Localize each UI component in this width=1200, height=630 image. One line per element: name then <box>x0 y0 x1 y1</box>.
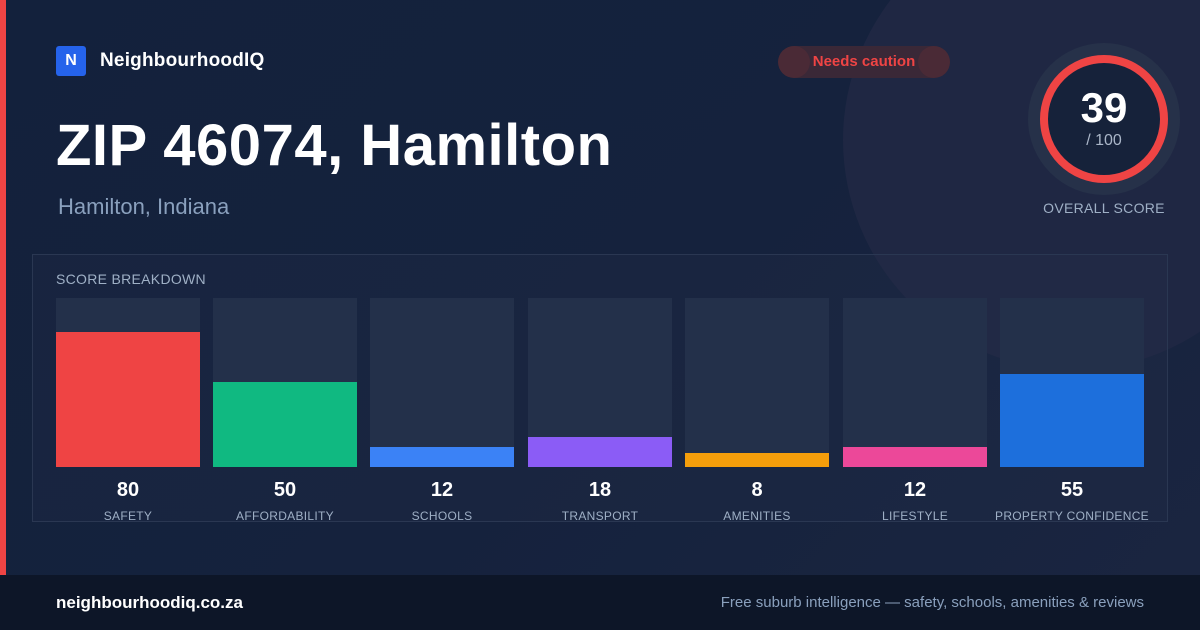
overall-score-value: 39 <box>1080 84 1128 131</box>
brand-logo-icon: N <box>56 46 86 76</box>
bar-fill <box>685 453 829 467</box>
bar-label: AMENITIES <box>723 509 791 523</box>
bar-label: AFFORDABILITY <box>236 509 334 523</box>
bar-label: SCHOOLS <box>411 509 473 523</box>
overall-score-label: OVERALL SCORE <box>1043 200 1165 216</box>
bar-track <box>685 298 829 467</box>
bar-value: 12 <box>430 479 454 501</box>
bar-track <box>843 298 987 467</box>
score-breakdown-title: SCORE BREAKDOWN <box>56 271 206 287</box>
bar-label: TRANSPORT <box>561 509 639 523</box>
footer-domain-link[interactable]: neighbourhoodiq.co.za <box>56 593 243 612</box>
bar-label: LIFESTYLE <box>881 509 949 523</box>
bar-fill <box>213 382 357 467</box>
bar-value: 55 <box>1060 479 1084 501</box>
bar-value: 8 <box>751 479 763 501</box>
bar-track <box>528 298 672 467</box>
bar-fill <box>1000 374 1144 467</box>
footer-tagline: Free suburb intelligence — safety, schoo… <box>720 594 1144 611</box>
accent-bar <box>0 0 6 575</box>
bar-track <box>1000 298 1144 467</box>
bar-track <box>56 298 200 467</box>
bar-track <box>370 298 514 467</box>
bar-track <box>213 298 357 467</box>
brand-name: NeighbourhoodIQ <box>100 50 265 71</box>
bar-value: 50 <box>273 479 297 501</box>
bar-fill <box>528 437 672 467</box>
location-subtitle: Hamilton, Indiana <box>58 194 230 219</box>
bar-value: 80 <box>116 479 140 501</box>
footer: neighbourhoodiq.co.za Free suburb intell… <box>0 575 1200 630</box>
bar-value: 12 <box>903 479 927 501</box>
status-badge-label: Needs caution <box>812 53 916 70</box>
brand[interactable]: N NeighbourhoodIQ <box>56 46 264 76</box>
bar-label: PROPERTY CONFIDENCE <box>995 509 1149 523</box>
gauge-arc <box>1040 55 1168 183</box>
bar-label: SAFETY <box>103 509 153 523</box>
status-badge: Needs caution <box>778 46 950 78</box>
overall-score-gauge <box>1028 43 1180 195</box>
bar-fill <box>370 447 514 467</box>
overall-score-denominator: / 100 <box>1086 132 1122 149</box>
bar-fill <box>56 332 200 467</box>
bar-value: 18 <box>588 479 612 501</box>
bar-fill <box>843 447 987 467</box>
page-title: ZIP 46074, Hamilton <box>56 113 613 178</box>
